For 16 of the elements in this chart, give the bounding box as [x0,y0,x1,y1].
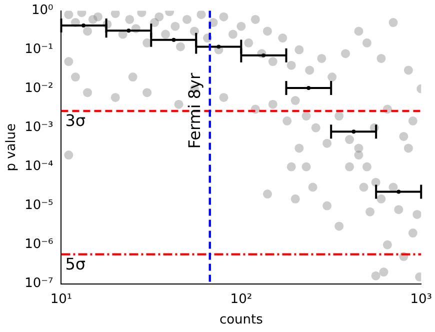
y-tick-label: 10⁻² [24,81,54,96]
ref-line-label: 3σ [65,111,86,130]
y-tick-label: 10⁻⁷ [24,276,54,292]
y-axis-title: p value [4,123,20,172]
x-axis-title: counts [219,312,264,328]
ref-line-label: 5σ [65,254,86,274]
y-tick-label: 10⁰ [31,3,54,18]
y-tick-label: 10⁻⁵ [24,198,54,214]
y-tick-label: 10⁻⁴ [24,159,54,174]
ref-line-label: Fermi 8yr [185,72,204,149]
y-tick-label: 10⁻³ [24,120,54,136]
x-tick-label: 10³ [410,292,432,307]
x-tick-label: 10² [230,292,252,307]
x-tick-label: 10¹ [50,292,72,307]
y-tick-label: 10⁻¹ [24,42,54,58]
y-tick-label: 10⁻⁶ [24,237,54,252]
